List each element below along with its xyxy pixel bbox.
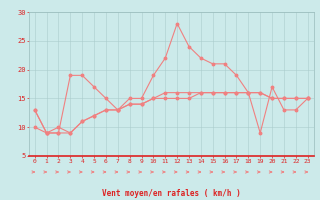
Text: Vent moyen/en rafales ( km/h ): Vent moyen/en rafales ( km/h ) (102, 189, 241, 198)
